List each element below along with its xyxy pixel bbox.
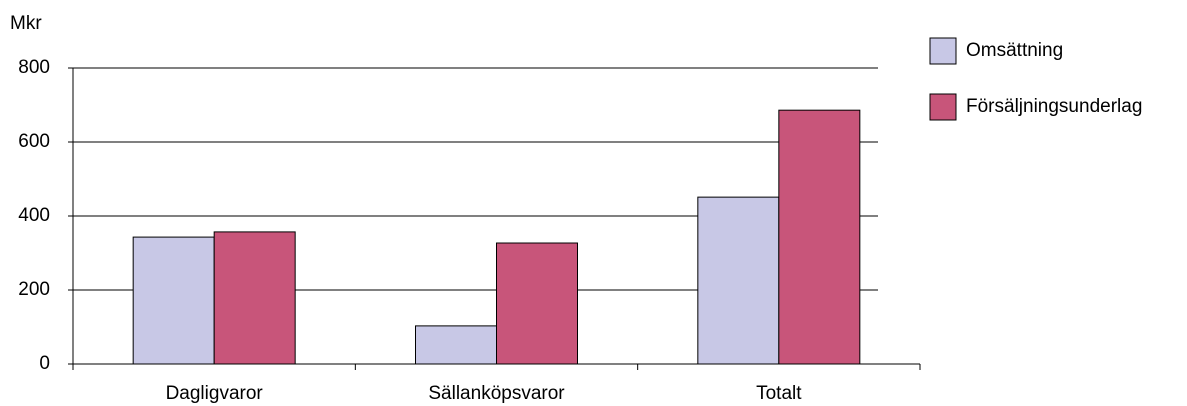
x-tick-label: Sällanköpsvaror xyxy=(428,383,565,404)
bar xyxy=(415,325,497,365)
legend-label: Omsättning xyxy=(966,40,1063,61)
y-tick-label: 600 xyxy=(18,131,50,152)
legend-swatch xyxy=(929,37,957,65)
bar xyxy=(697,196,780,365)
y-tick-label: 200 xyxy=(18,279,50,300)
bar xyxy=(496,242,578,365)
bar xyxy=(213,231,296,365)
legend-swatch xyxy=(929,93,957,121)
bar xyxy=(778,109,861,365)
y-axis-label: Mkr xyxy=(10,13,42,34)
y-tick-label: 0 xyxy=(39,353,50,374)
bar xyxy=(132,236,215,365)
x-tick-label: Dagligvaror xyxy=(166,383,264,404)
y-tick-label: 800 xyxy=(18,57,50,78)
y-tick-label: 400 xyxy=(18,205,50,226)
legend-label: Försäljningsunderlag xyxy=(966,96,1142,117)
x-tick-label: Totalt xyxy=(756,383,802,404)
